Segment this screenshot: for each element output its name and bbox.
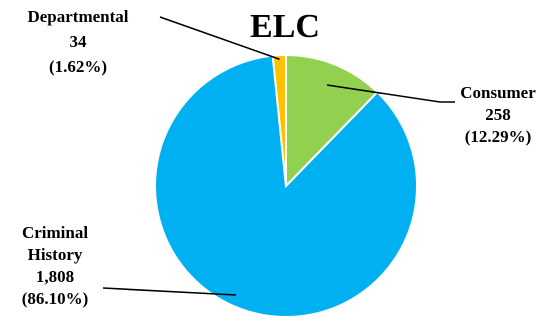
label-criminal-history-category-line-2: History (28, 245, 83, 264)
label-criminal-history-value: 1,808 (36, 267, 74, 286)
label-consumer-value: 258 (485, 105, 511, 124)
chart-title: ELC (250, 8, 320, 45)
label-consumer: Consumer 258 (12.29%) (460, 83, 536, 146)
leader-consumer (326, 84, 455, 103)
label-departmental: Departmental 34 (1.62%) (27, 7, 128, 76)
label-consumer-category: Consumer (460, 83, 536, 102)
pie-slices (154, 53, 419, 318)
label-consumer-percent: (12.29%) (465, 127, 532, 146)
slice-consumer (285, 53, 379, 189)
leader-criminal-history (102, 287, 237, 296)
label-departmental-category: Departmental (27, 7, 128, 26)
label-departmental-percent: (1.62%) (49, 57, 107, 76)
label-criminal-history: Criminal History 1,808 (86.10%) (22, 223, 89, 308)
label-criminal-history-percent: (86.10%) (22, 289, 89, 308)
slice-departmental (271, 53, 287, 187)
label-departmental-value: 34 (70, 32, 88, 51)
label-criminal-history-category-line-1: Criminal (22, 223, 88, 242)
leader-departmental (159, 16, 280, 60)
slice-criminal-history (154, 54, 419, 318)
leader-lines (102, 16, 455, 296)
